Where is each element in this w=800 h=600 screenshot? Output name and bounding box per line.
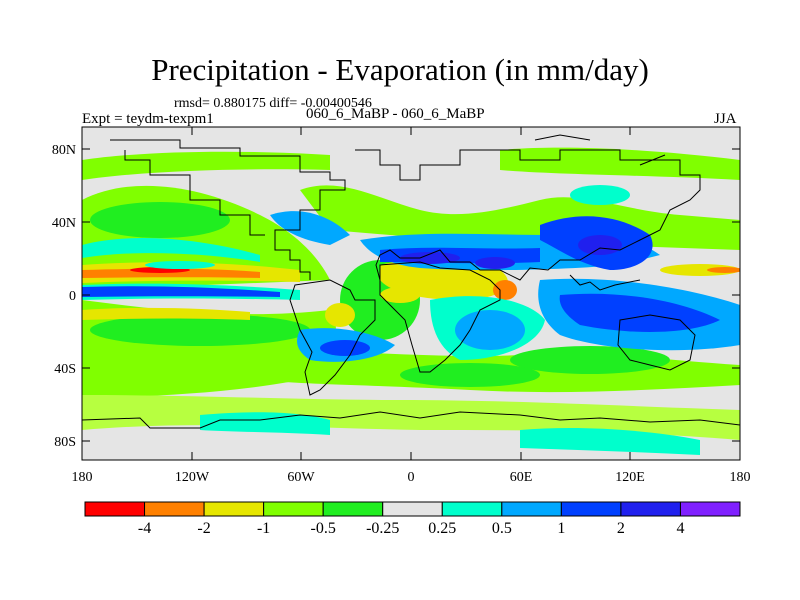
color-bar-box bbox=[203, 501, 265, 517]
lat-tick-label: 80N bbox=[52, 143, 76, 158]
lon-tick-label: 120E bbox=[615, 470, 645, 485]
color-bar-box bbox=[679, 501, 741, 517]
map-title: Precipitation - Evaporation (in mm/day) bbox=[151, 52, 649, 87]
color-bar-box bbox=[382, 501, 443, 517]
experiment-label: Expt = teydm-texpm1 bbox=[82, 111, 214, 127]
lon-tick-label: 60E bbox=[510, 470, 533, 485]
color-bar-box bbox=[263, 501, 324, 517]
color-bar-label: 1 bbox=[557, 520, 565, 537]
color-bar-label: -4 bbox=[138, 520, 151, 537]
color-bar-label: 0.5 bbox=[492, 520, 512, 537]
lon-axis bbox=[81, 127, 631, 460]
color-bar-box bbox=[441, 501, 503, 517]
color-bar-box bbox=[144, 501, 205, 517]
color-bar-label: -0.25 bbox=[366, 520, 399, 537]
lon-tick-label: 180 bbox=[72, 470, 93, 485]
color-bar-label: -1 bbox=[257, 520, 270, 537]
color-bar-box bbox=[322, 501, 384, 517]
lon-tick-label: 0 bbox=[408, 470, 415, 485]
color-bar-label: 0.25 bbox=[428, 520, 456, 537]
lon-tick-label: 120W bbox=[175, 470, 210, 485]
field-wet bbox=[82, 185, 740, 455]
color-bar-label: 2 bbox=[617, 520, 625, 537]
lon-tick-label: 180 bbox=[730, 470, 751, 485]
color-bar-label: 4 bbox=[676, 520, 684, 537]
coastlines bbox=[82, 134, 740, 429]
color-bar-box bbox=[620, 501, 681, 517]
field-dry bbox=[82, 260, 740, 327]
lat-tick-label: 40S bbox=[54, 362, 76, 377]
color-bar-label: -0.5 bbox=[311, 520, 336, 537]
lat-axis bbox=[82, 148, 740, 442]
lon-tick-label: 60W bbox=[287, 470, 315, 485]
lat-tick-label: 40N bbox=[52, 216, 76, 231]
case-label: 060_6_MaBP - 060_6_MaBP bbox=[306, 106, 485, 122]
stats-text: rmsd= 0.880175 diff= -0.00400546 bbox=[174, 96, 372, 111]
color-bar-box bbox=[501, 501, 562, 517]
season-label: JJA bbox=[714, 111, 737, 127]
lat-tick-label: 0 bbox=[69, 289, 76, 304]
lat-tick-label: 80S bbox=[54, 435, 76, 450]
color-bar-label: -2 bbox=[197, 520, 210, 537]
color-bar bbox=[84, 501, 741, 517]
color-bar-box bbox=[560, 501, 622, 517]
color-bar-box bbox=[84, 501, 146, 517]
map-plot bbox=[82, 127, 740, 460]
color-bar-labels: -4 -2 -1 -0.5 -0.25 0.25 0.5 1 2 4 bbox=[138, 520, 685, 537]
